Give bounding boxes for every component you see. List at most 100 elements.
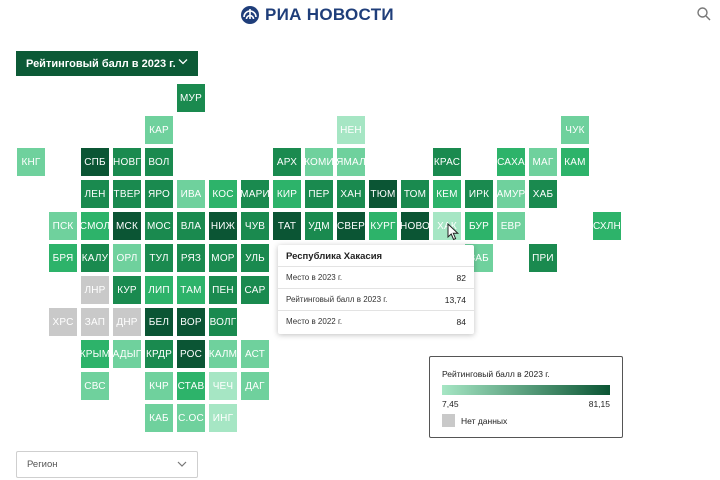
region-tile-label: ИНГ [212, 412, 234, 424]
region-tile-label: ЛЕН [84, 188, 106, 200]
region-tile[interactable]: ЛНР [80, 275, 110, 305]
region-tile-label: НИЖ [210, 220, 236, 232]
region-tile[interactable]: КУР [112, 275, 142, 305]
region-tile[interactable]: КРДР [144, 339, 174, 369]
region-tile-label: С.ОС [178, 412, 204, 424]
no-data-swatch [442, 414, 455, 427]
region-tile[interactable]: ТОМ [400, 179, 430, 209]
region-tile[interactable]: САР [240, 275, 270, 305]
region-tile[interactable]: БУР [464, 211, 494, 241]
region-tile[interactable]: МОР [208, 243, 238, 273]
region-tile[interactable]: КУРГ [368, 211, 398, 241]
region-tile[interactable]: КИР [272, 179, 302, 209]
region-tile-label: ХАБ [532, 188, 554, 200]
legend-gradient-bar [442, 385, 610, 395]
tooltip-row-value: 13,74 [444, 294, 466, 305]
region-tile[interactable]: КАЛМ [208, 339, 238, 369]
region-tile-label: ХАК [437, 220, 457, 232]
region-tile[interactable]: СВС [80, 371, 110, 401]
region-tile-label: ПЕР [308, 188, 330, 200]
region-tile[interactable]: ХАН [336, 179, 366, 209]
region-tile[interactable]: С.ОС [176, 403, 206, 433]
region-tile[interactable]: ВОЛ [144, 147, 174, 177]
region-tile[interactable]: ВОЛГ [208, 307, 238, 337]
region-tile[interactable]: ЯРО [144, 179, 174, 209]
region-tile[interactable]: КЧР [144, 371, 174, 401]
region-tile[interactable]: МОС [144, 211, 174, 241]
region-tile[interactable]: МСК [112, 211, 142, 241]
region-tile[interactable]: ТВЕР [112, 179, 142, 209]
region-tile[interactable]: ДНР [112, 307, 142, 337]
region-tile-label: РОС [179, 348, 203, 360]
region-tile[interactable]: КРЫМ [80, 339, 110, 369]
region-tile[interactable]: НОВО [400, 211, 430, 241]
region-tile[interactable]: НИЖ [208, 211, 238, 241]
region-tile[interactable]: СВЕР [336, 211, 366, 241]
region-tile[interactable]: МУР [176, 83, 206, 113]
region-tile[interactable]: ВОР [176, 307, 206, 337]
region-tile[interactable]: ВЛА [176, 211, 206, 241]
region-tile[interactable]: ТАМ [176, 275, 206, 305]
region-tile[interactable]: МАГ [528, 147, 558, 177]
region-tile[interactable]: БРЯ [48, 243, 78, 273]
region-tile[interactable]: САХА [496, 147, 526, 177]
region-tile[interactable]: ХАБ [528, 179, 558, 209]
region-tile[interactable]: ПРИ [528, 243, 558, 273]
region-tile[interactable]: ЛЕН [80, 179, 110, 209]
search-icon[interactable] [696, 6, 712, 22]
metric-select[interactable]: Рейтинговый балл в 2023 г. [16, 51, 198, 76]
region-tile[interactable]: ПСК [48, 211, 78, 241]
region-tile[interactable]: КАМ [560, 147, 590, 177]
region-tile[interactable]: КАР [144, 115, 174, 145]
region-tile[interactable]: УДМ [304, 211, 334, 241]
region-tile[interactable]: СХЛН [592, 211, 622, 241]
region-tile[interactable]: ТАТ [272, 211, 302, 241]
region-tile[interactable]: ЧУВ [240, 211, 270, 241]
region-tile[interactable]: ПЕН [208, 275, 238, 305]
color-legend: Рейтинговый балл в 2023 г. 7,45 81,15 Не… [429, 356, 623, 438]
region-tile[interactable]: КОМИ [304, 147, 334, 177]
region-tile[interactable]: РЯЗ [176, 243, 206, 273]
region-tile[interactable]: РОС [176, 339, 206, 369]
region-tile[interactable]: АМУР [496, 179, 526, 209]
region-tile[interactable]: ХРС [48, 307, 78, 337]
region-tile[interactable]: КЕМ [432, 179, 462, 209]
region-tile[interactable]: АРХ [272, 147, 302, 177]
region-tile-label: ДНР [116, 316, 138, 328]
ria-novosti-logo[interactable]: РИА НОВОСТИ [240, 4, 394, 26]
region-tile[interactable]: СТАВ [176, 371, 206, 401]
region-tile[interactable]: СМОЛ [80, 211, 110, 241]
region-tile[interactable]: ОРЛ [112, 243, 142, 273]
region-tile[interactable]: БЕЛ [144, 307, 174, 337]
region-tile[interactable]: ЕВР [496, 211, 526, 241]
region-tile[interactable]: ИВА [176, 179, 206, 209]
region-tile[interactable]: АСТ [240, 339, 270, 369]
region-select[interactable]: Регион [16, 451, 198, 478]
region-tile[interactable]: СПБ [80, 147, 110, 177]
region-tile[interactable]: КОС [208, 179, 238, 209]
region-tile[interactable]: НОВГ [112, 147, 142, 177]
region-tile[interactable]: ЯМАЛ [336, 147, 366, 177]
region-tile[interactable]: ИРК [464, 179, 494, 209]
region-tile[interactable]: МАРИ [240, 179, 270, 209]
chevron-down-icon [177, 461, 187, 467]
region-tile[interactable]: ПЕР [304, 179, 334, 209]
region-tile[interactable]: КРАС [432, 147, 462, 177]
region-tile[interactable]: КАБ [144, 403, 174, 433]
region-tile[interactable]: УЛЬ [240, 243, 270, 273]
region-tile[interactable]: АДЫГ [112, 339, 142, 369]
region-tile[interactable]: НЕН [336, 115, 366, 145]
region-tile[interactable]: ЧЕЧ [208, 371, 238, 401]
region-tile-label: МОР [211, 252, 235, 264]
region-tile[interactable]: ЛИП [144, 275, 174, 305]
region-tile[interactable]: ДАГ [240, 371, 270, 401]
region-tile[interactable]: КАЛУ [80, 243, 110, 273]
region-tile[interactable]: ЗАП [80, 307, 110, 337]
legend-title: Рейтинговый балл в 2023 г. [442, 369, 550, 379]
region-tile[interactable]: ИНГ [208, 403, 238, 433]
region-tile[interactable]: ТЮМ [368, 179, 398, 209]
region-tile[interactable]: ТУЛ [144, 243, 174, 273]
region-tile[interactable]: ЧУК [560, 115, 590, 145]
region-tile[interactable]: ХАК [432, 211, 462, 241]
region-tile[interactable]: КНГ [16, 147, 46, 177]
